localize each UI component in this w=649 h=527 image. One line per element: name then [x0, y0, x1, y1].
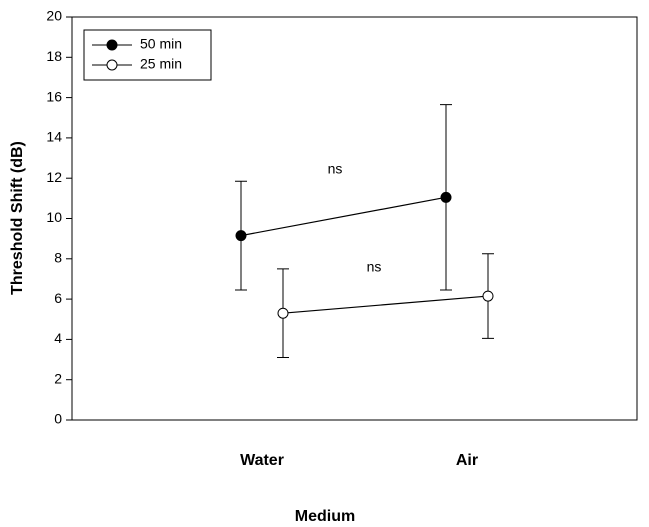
legend-label: 50 min: [140, 36, 182, 52]
x-axis-title: Medium: [295, 508, 355, 525]
y-tick-label: 4: [54, 330, 62, 346]
y-tick-label: 18: [46, 48, 62, 64]
legend-marker: [106, 39, 118, 51]
annotation: ns: [328, 161, 343, 177]
marker: [277, 307, 289, 319]
y-tick-label: 20: [46, 8, 62, 24]
y-tick-label: 8: [54, 250, 62, 266]
y-tick-label: 6: [54, 290, 62, 306]
y-tick-label: 2: [54, 370, 62, 386]
y-tick-label: 0: [54, 411, 62, 427]
marker: [482, 290, 494, 302]
series-line: [282, 295, 489, 314]
y-axis-title: Threshold Shift (dB): [9, 141, 26, 295]
legend-marker: [106, 59, 118, 71]
x-tick-label: Water: [240, 452, 284, 469]
y-tick-label: 10: [46, 209, 62, 225]
y-tick-label: 14: [46, 129, 62, 145]
y-tick-label: 12: [46, 169, 62, 185]
series-line: [240, 196, 447, 237]
marker: [440, 191, 452, 203]
x-tick-label: Air: [456, 452, 478, 469]
annotation: ns: [367, 259, 382, 275]
legend-label: 25 min: [140, 56, 182, 72]
legend-box: [83, 29, 212, 81]
marker: [235, 230, 247, 242]
y-tick-label: 16: [46, 88, 62, 104]
